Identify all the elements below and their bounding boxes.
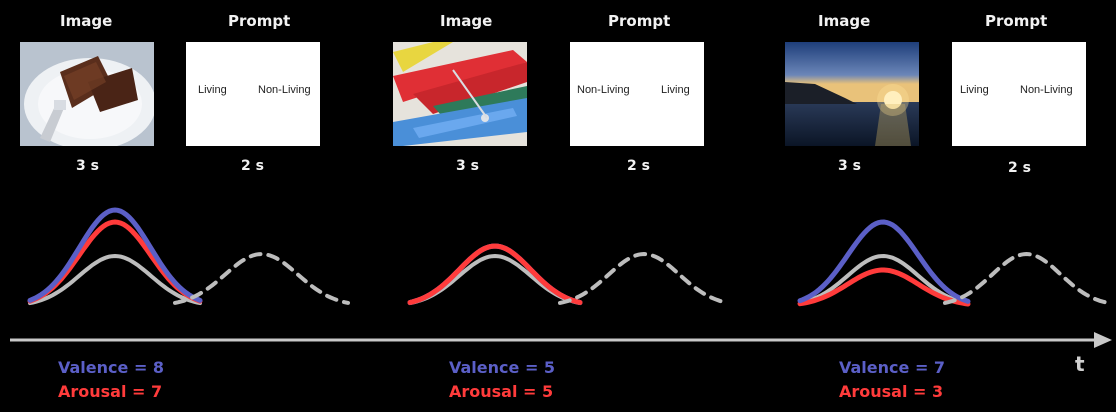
valence-label: Valence = 7 [839, 358, 946, 377]
valence-curve [797, 219, 971, 304]
prompt-duration: 2 s [1008, 160, 1031, 176]
time-axis-label: t [1075, 352, 1085, 376]
prompt-dashed-curve [173, 251, 350, 305]
image-header: Image [440, 12, 493, 30]
prompt-card: Living Non-Living [186, 42, 320, 146]
arousal-curve [27, 219, 203, 304]
prompt-header: Prompt [608, 12, 671, 30]
arousal-label: Arousal = 3 [839, 382, 944, 401]
valence-label: Valence = 5 [449, 358, 556, 377]
prompt-option-left: Living [198, 84, 227, 96]
prompt-header: Prompt [228, 12, 291, 30]
prompt-option-right: Non-Living [1020, 84, 1073, 96]
prompt-dashed-curve [943, 251, 1110, 305]
stimulus-image-clothespins [393, 42, 527, 146]
baseline-curve [408, 253, 582, 306]
image-header: Image [60, 12, 113, 30]
arousal-curve-top [407, 243, 583, 305]
stimulus-image-cake [20, 42, 154, 146]
stimulus-image-sunset [785, 42, 919, 146]
prompt-option-right: Non-Living [258, 84, 311, 96]
prompt-option-left: Living [960, 84, 989, 96]
image-header: Image [818, 12, 871, 30]
prompt-duration: 2 s [241, 158, 264, 174]
arousal-curve [797, 267, 971, 307]
baseline-curve [28, 253, 202, 306]
prompt-header: Prompt [985, 12, 1048, 30]
prompt-duration: 2 s [627, 158, 650, 174]
prompt-card: Non-Living Living [570, 42, 704, 146]
prompt-option-left: Non-Living [577, 84, 630, 96]
valence-curve [27, 207, 203, 303]
prompt-dashed-curve [558, 251, 730, 305]
prompt-option-right: Living [661, 84, 690, 96]
image-duration: 3 s [76, 158, 99, 174]
valence-label: Valence = 8 [58, 358, 165, 377]
image-duration: 3 s [456, 158, 479, 174]
baseline-curve [798, 253, 970, 306]
time-axis-arrowhead [1094, 332, 1112, 348]
arousal-label: Arousal = 5 [449, 382, 554, 401]
prompt-card: Living Non-Living [952, 42, 1086, 146]
image-duration: 3 s [838, 158, 861, 174]
arousal-label: Arousal = 7 [58, 382, 163, 401]
